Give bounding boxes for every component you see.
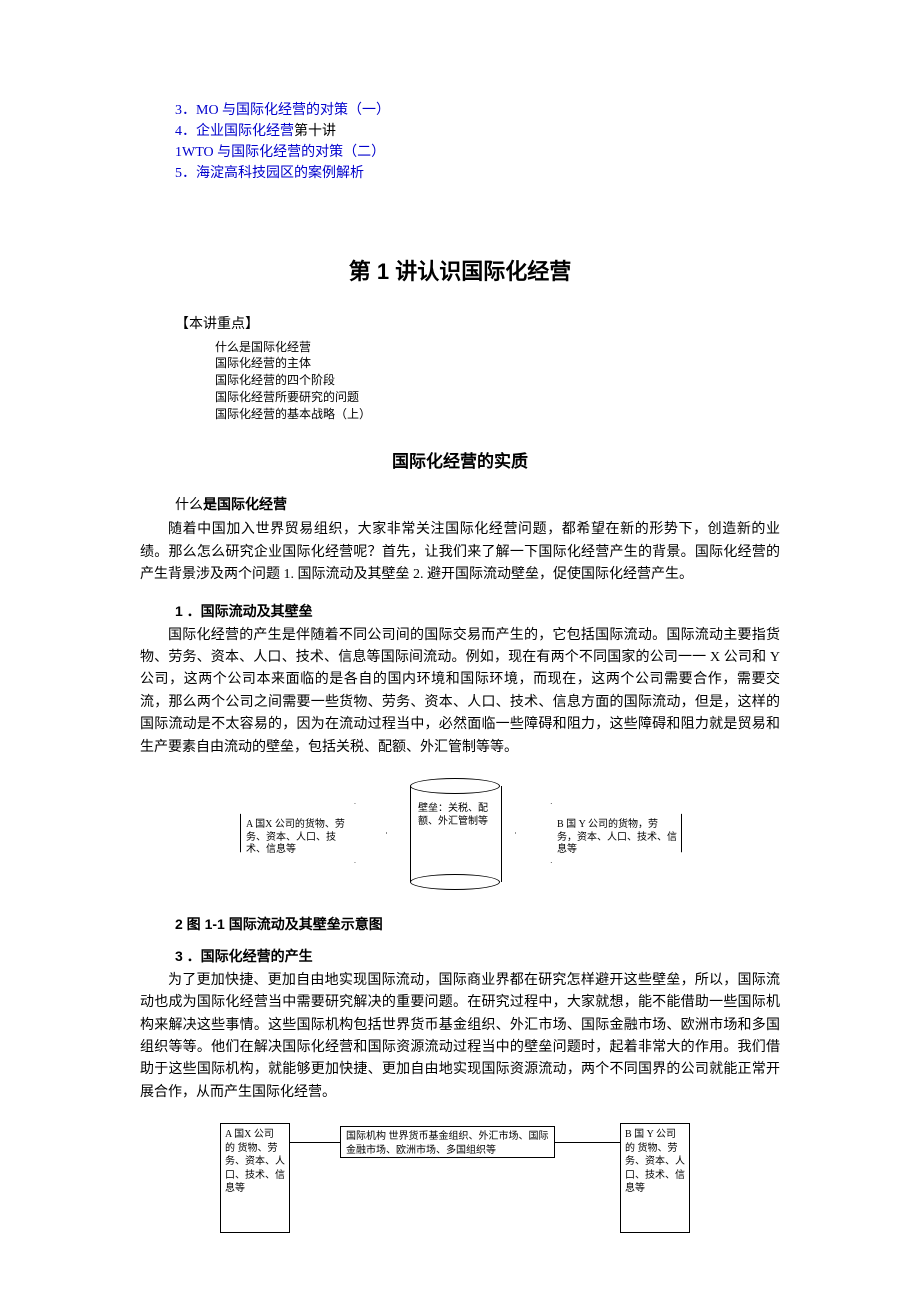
barrier-cylinder: 壁垒：关税、配额、外汇管制等 [410, 778, 500, 890]
sub-heading: 什么是国际化经营 [175, 493, 820, 517]
sub-bold: 是国际化经营 [203, 496, 287, 512]
cyl-body [410, 786, 502, 882]
cyl-top [410, 778, 500, 794]
toc-text: ．海淀高科技园区的案例解析 [182, 166, 364, 181]
num-heading-3: 3 ．国际化经营的产生 [175, 945, 820, 967]
toc-text: 5 [175, 166, 182, 181]
arrow-left: A 国X 公司的货物、劳务、资本、人口、技术、信息等 [240, 803, 385, 861]
toc-tail: 第十讲 [294, 124, 336, 139]
cyl-bottom [410, 874, 500, 890]
sub-prefix: 什么 [175, 498, 203, 513]
key-points-label: 【本讲重点】 [175, 314, 820, 336]
key-point: 什么是国际化经营 [215, 339, 820, 356]
key-point: 国际化经营所要研究的问题 [215, 389, 820, 406]
chapter-title: 第 1 讲认识国际化经营 [100, 254, 820, 289]
toc-text: 4 [175, 124, 182, 139]
d2-mid-box: 国际机构 世界货币基金组织、外汇市场、国际金融市场、欧洲市场、多国组织等 [340, 1126, 555, 1158]
section-title: 国际化经营的实质 [100, 448, 820, 475]
toc-text: 1WTO 与国际化经营的对策（二） [175, 145, 385, 160]
key-point: 国际化经营的主体 [215, 355, 820, 372]
toc-text: ．MO 与国际化经营的对策（一） [182, 103, 390, 118]
d2-left-box: A 国X 公司 的 货物、劳务、资本、人口、技术、信息等 [220, 1123, 290, 1233]
paragraph: 为了更加快捷、更加自由地实现国际流动，国际商业界都在研究怎样避开这些壁垒，所以，… [140, 970, 780, 1104]
arrow-right-text: B 国 Y 公司的货物，劳务，资本、人口、技术、信息等 [557, 819, 677, 857]
cyl-text: 壁垒：关税、配额、外汇管制等 [418, 802, 492, 828]
num-heading-1: 1 ．国际流动及其壁垒 [175, 600, 820, 622]
toc-item-4: 5．海淀高科技园区的案例解析 [175, 163, 820, 184]
paragraph: 随着中国加入世界贸易组织，大家非常关注国际化经营问题，都希望在新的形势下，创造新… [140, 519, 780, 586]
connector-line [290, 1142, 340, 1143]
num-heading-2: 2 图 1-1 国际流动及其壁垒示意图 [175, 913, 820, 935]
toc-item-2: 4．企业国际化经营第十讲 [175, 121, 820, 142]
diagram-barriers: A 国X 公司的货物、劳务、资本、人口、技术、信息等 壁垒：关税、配额、外汇管制… [240, 773, 680, 903]
arrow-right: B 国 Y 公司的货物，劳务，资本、人口、技术、信息等 [515, 803, 680, 861]
d2-right-box: B 国 Y 公司 的 货物、劳务、资本、人口、技术、信息等 [620, 1123, 690, 1233]
key-point: 国际化经营的基本战略（上） [215, 406, 820, 423]
paragraph: 国际化经营的产生是伴随着不同公司间的国际交易而产生的，它包括国际流动。国际流动主… [140, 625, 780, 759]
arrow-left-text: A 国X 公司的货物、劳务、资本、人口、技术、信息等 [246, 819, 354, 857]
toc: 3．MO 与国际化经营的对策（一） 4．企业国际化经营第十讲 1WTO 与国际化… [100, 100, 820, 184]
connector-line [555, 1142, 620, 1143]
diagram-institutions: A 国X 公司 的 货物、劳务、资本、人口、技术、信息等 国际机构 世界货币基金… [220, 1118, 700, 1248]
toc-text: 3 [175, 103, 182, 118]
key-point: 国际化经营的四个阶段 [215, 372, 820, 389]
toc-item-3: 1WTO 与国际化经营的对策（二） [175, 142, 820, 163]
toc-text: ．企业国际化经营 [182, 124, 294, 139]
toc-item-1: 3．MO 与国际化经营的对策（一） [175, 100, 820, 121]
